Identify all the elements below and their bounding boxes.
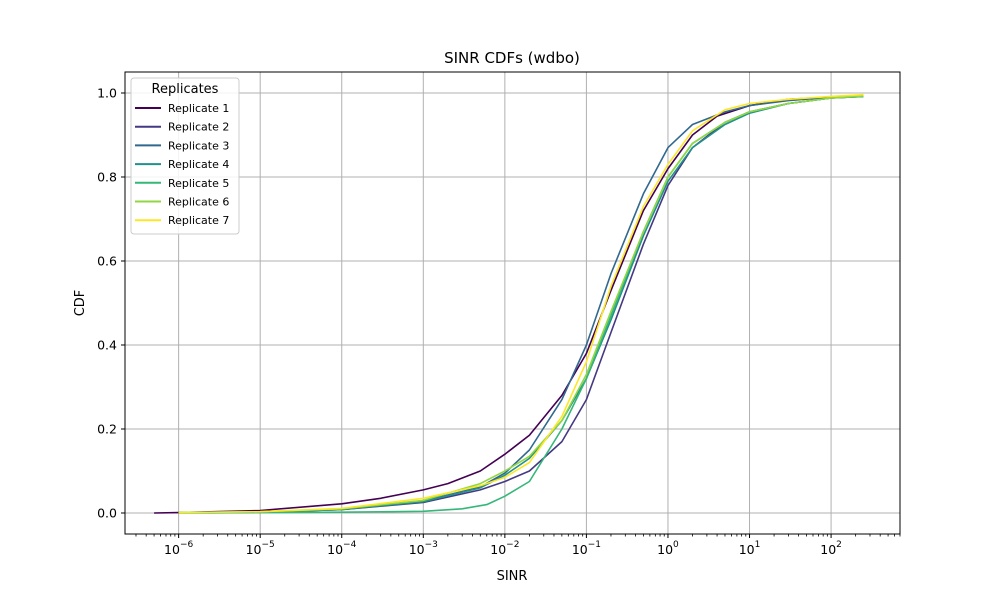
legend: Replicates Replicate 1 Replicate 2 Replica… (130, 77, 240, 235)
x-tick-base: 10 (657, 542, 673, 557)
x-tick-base: 10 (164, 542, 180, 557)
x-tick-exponent: −3 (425, 540, 438, 550)
series-line-replicate-6 (178, 95, 864, 514)
x-tick-base: 10 (409, 542, 425, 557)
y-tick-label: 0.0 (97, 506, 117, 521)
y-tick-label: 0.6 (97, 254, 117, 269)
x-tick-exponent: −1 (588, 540, 601, 550)
x-tick-label: 10−4 (327, 540, 356, 557)
legend-label-replicate-6: Replicate 6 (168, 196, 229, 209)
y-tick-label: 0.4 (97, 338, 117, 353)
x-tick-label: 102 (820, 540, 842, 557)
legend-label-replicate-5: Replicate 5 (168, 177, 229, 190)
legend-label-replicate-7: Replicate 7 (168, 214, 229, 227)
legend-label-replicate-2: Replicate 2 (168, 121, 229, 134)
x-tick-label: 10−1 (572, 540, 601, 557)
x-tick-base: 10 (490, 542, 506, 557)
series-line-replicate-7 (178, 93, 864, 514)
x-tick-exponent: 1 (755, 540, 761, 550)
legend-label-replicate-1: Replicate 1 (168, 102, 229, 115)
x-tick-exponent: −2 (506, 540, 519, 550)
x-tick-label: 10−3 (409, 540, 438, 557)
tick-layer: 10−6 10−5 10−4 10−3 10−2 10−1 100 101 1020.00.20… (97, 86, 901, 557)
x-tick-exponent: −6 (180, 540, 194, 550)
x-axis-label: SINR (497, 569, 528, 584)
y-tick-label: 0.8 (97, 170, 117, 185)
legend-label-replicate-4: Replicate 4 (168, 158, 229, 171)
plot-frame (124, 71, 901, 535)
grid-layer (125, 72, 900, 534)
x-tick-label: 100 (657, 540, 679, 557)
x-tick-exponent: 2 (836, 540, 842, 550)
chart-title: SINR CDFs (wdbo) (444, 49, 580, 67)
x-tick-exponent: −4 (343, 540, 357, 550)
legend-box (130, 77, 240, 235)
x-tick-exponent: 0 (673, 540, 679, 550)
legend-label-replicate-3: Replicate 3 (168, 139, 229, 152)
y-tick-label: 1.0 (97, 86, 117, 101)
x-tick-base: 10 (327, 542, 343, 557)
x-tick-exponent: −5 (261, 540, 274, 550)
x-tick-base: 10 (739, 542, 755, 557)
x-tick-label: 101 (739, 540, 761, 557)
y-tick-label: 0.2 (97, 422, 117, 437)
x-tick-label: 10−5 (246, 540, 275, 557)
x-tick-label: 10−6 (164, 540, 193, 557)
x-tick-base: 10 (820, 542, 836, 557)
x-tick-base: 10 (572, 542, 588, 557)
x-tick-base: 10 (246, 542, 262, 557)
x-tick-label: 10−2 (490, 540, 519, 557)
legend-title: Replicates (152, 82, 219, 97)
series-layer (154, 93, 864, 514)
y-axis-label: CDF (73, 290, 88, 317)
